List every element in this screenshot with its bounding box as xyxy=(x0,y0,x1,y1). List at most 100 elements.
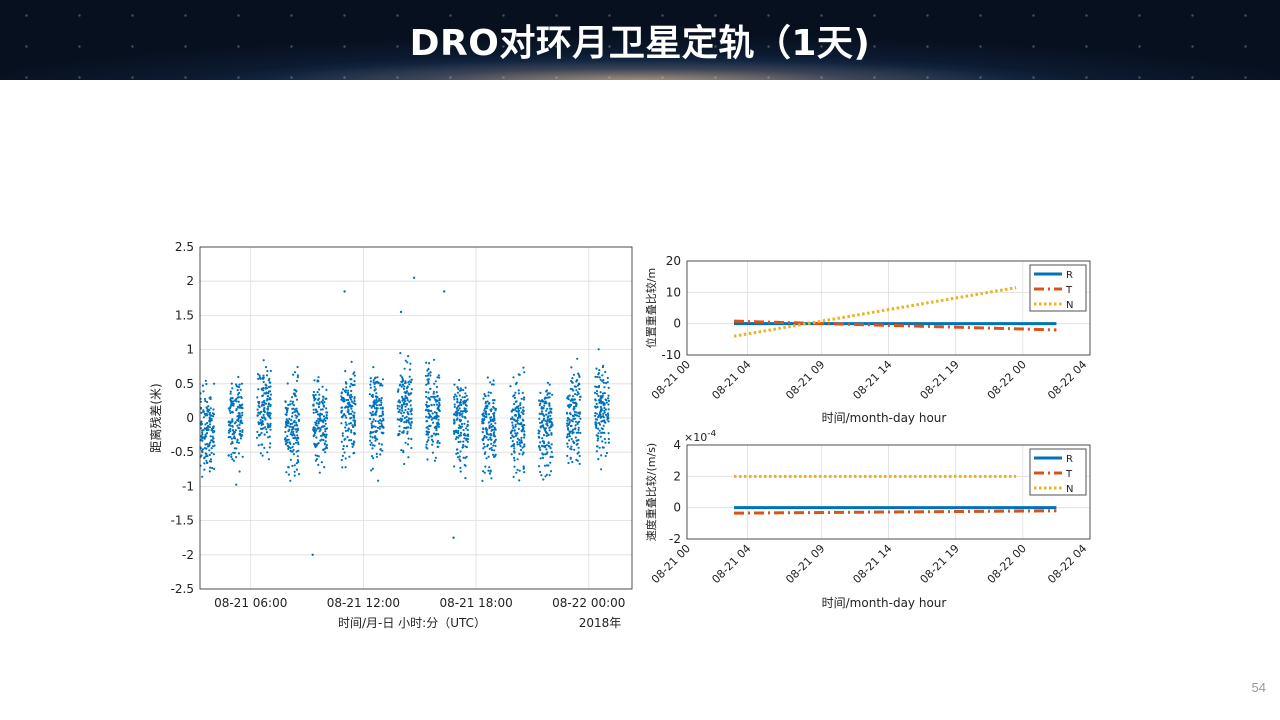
scatter-point xyxy=(324,428,327,431)
scatter-point xyxy=(381,384,384,387)
scatter-point xyxy=(490,477,493,480)
scatter-point xyxy=(238,427,241,430)
c2-y-tick-label: -10 xyxy=(661,348,681,362)
scatter-point xyxy=(575,443,578,446)
scatter-point xyxy=(540,407,543,410)
scatter-point xyxy=(266,395,270,398)
scatter-point xyxy=(578,411,581,414)
scatter-point xyxy=(292,453,295,456)
scatter-point xyxy=(542,445,545,448)
scatter-point xyxy=(516,437,519,440)
scatter-point xyxy=(266,370,269,373)
scatter-point xyxy=(324,419,327,422)
scatter-point xyxy=(571,431,574,434)
scatter-point xyxy=(204,414,207,417)
scatter-point xyxy=(404,408,407,412)
c3-y-tick-label: -2 xyxy=(669,532,681,546)
scatter-point xyxy=(572,407,575,411)
scatter-point xyxy=(287,422,290,425)
scatter-point xyxy=(518,438,521,442)
scatter-point xyxy=(598,421,601,425)
scatter-point xyxy=(453,383,456,386)
scatter-point xyxy=(340,406,343,409)
scatter-point xyxy=(607,420,610,423)
scatter-point xyxy=(483,393,486,396)
scatter-point xyxy=(375,452,378,455)
scatter-point xyxy=(542,425,545,429)
scatter-point xyxy=(403,391,406,394)
scatter-point xyxy=(315,458,318,461)
scatter-point xyxy=(602,412,605,415)
scatter-point xyxy=(408,383,411,386)
scatter-point xyxy=(262,403,265,406)
scatter-point xyxy=(543,402,546,405)
scatter-point xyxy=(596,405,599,408)
scatter-point xyxy=(368,393,371,396)
scatter-point xyxy=(238,391,241,394)
scatter-point xyxy=(229,390,232,393)
scatter-point xyxy=(203,462,206,465)
scatter-point xyxy=(456,456,460,459)
scatter-point xyxy=(545,409,548,412)
scatter-point xyxy=(369,386,372,389)
scatter-point xyxy=(269,422,272,425)
scatter-point xyxy=(210,447,213,450)
scatter-point xyxy=(316,391,319,394)
scatter-point xyxy=(297,419,301,423)
scatter-point xyxy=(341,466,344,469)
scatter-point xyxy=(548,429,551,432)
scatter-point xyxy=(231,440,234,443)
scatter-y-tick-label: 1 xyxy=(186,343,194,357)
scatter-point xyxy=(410,413,413,416)
scatter-point xyxy=(598,446,601,449)
scatter-point xyxy=(229,422,232,425)
scatter-point xyxy=(204,399,207,403)
scatter-point xyxy=(493,449,496,452)
scatter-point xyxy=(519,416,522,419)
scatter-point xyxy=(353,380,356,383)
scatter-point xyxy=(513,414,516,417)
scatter-point xyxy=(427,367,430,371)
scatter-point xyxy=(489,381,492,384)
scatter-point xyxy=(342,447,345,451)
scatter-point xyxy=(406,385,409,388)
scatter-point xyxy=(483,415,486,418)
c3-y-tick-label: 2 xyxy=(673,469,681,483)
scatter-point xyxy=(317,463,320,466)
scatter-point xyxy=(369,377,372,380)
scatter-point xyxy=(459,466,462,469)
scatter-point xyxy=(568,422,571,425)
scatter-point xyxy=(322,395,325,398)
scatter-point xyxy=(457,436,460,439)
scatter-point xyxy=(264,417,267,420)
scatter-point xyxy=(295,462,298,465)
scatter-point xyxy=(577,372,580,375)
scatter-point xyxy=(410,388,413,391)
scatter-point xyxy=(571,377,574,380)
scatter-point xyxy=(425,383,428,386)
scatter-point xyxy=(456,452,459,455)
scatter-point xyxy=(232,451,235,454)
scatter-point xyxy=(404,382,407,385)
scatter-point xyxy=(550,407,553,410)
position-overlap-chart: -10 0 10 20 08-21 00 08-21 04 08-21 09 08-21 1… xyxy=(644,254,1091,425)
scatter-point xyxy=(566,433,569,436)
scatter-point xyxy=(404,380,407,383)
banner-earth-glow xyxy=(260,60,1020,80)
scatter-point xyxy=(288,441,291,444)
scatter-point xyxy=(603,403,606,406)
scatter-point xyxy=(285,424,288,427)
scatter-point xyxy=(577,392,580,395)
scatter-point xyxy=(437,408,440,411)
scatter-point xyxy=(516,468,519,471)
scatter-point xyxy=(289,479,292,482)
scatter-point xyxy=(347,427,350,430)
scatter-point xyxy=(325,416,328,419)
scatter-point xyxy=(435,414,438,417)
scatter-point xyxy=(266,398,269,401)
scatter-point xyxy=(208,413,211,416)
scatter-point xyxy=(460,389,463,392)
scatter-point xyxy=(227,436,230,439)
scatter-point xyxy=(290,431,293,434)
scatter-point xyxy=(604,370,607,374)
